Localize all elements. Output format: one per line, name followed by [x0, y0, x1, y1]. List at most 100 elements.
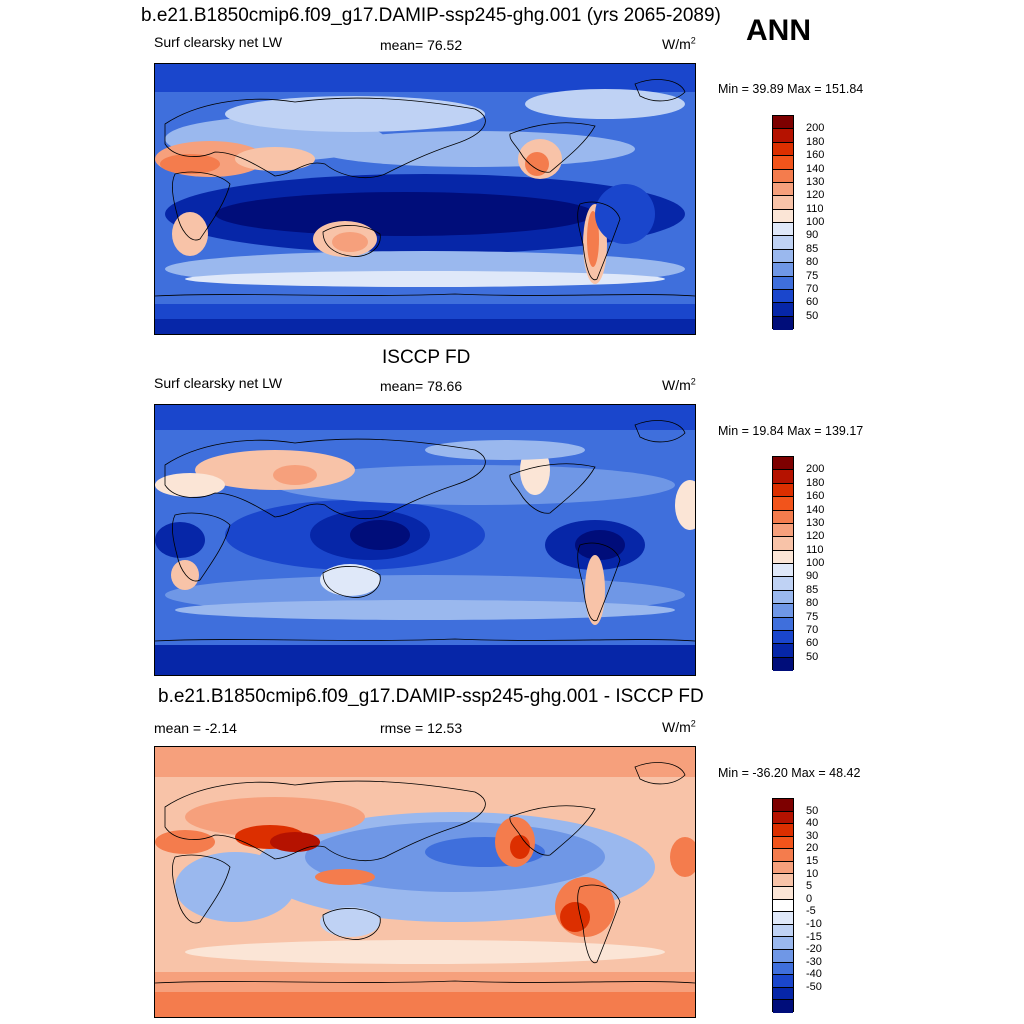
panel2-colorbar — [772, 456, 794, 671]
colorbar-tick-label: 85 — [806, 583, 819, 596]
panel1-colorbar-swatch — [773, 303, 793, 317]
panel3-rmse-label: rmse = 12.53 — [380, 720, 463, 736]
panel1-map — [154, 63, 696, 335]
colorbar-tick-label: -50 — [806, 980, 822, 993]
panel1-variable-label: Surf clearsky net LW — [154, 34, 283, 50]
panel3-colorbar-swatch — [773, 836, 793, 850]
colorbar-tick-label: 70 — [806, 282, 819, 295]
panel3-colorbar — [772, 798, 794, 1013]
colorbar-tick-label: 80 — [806, 256, 819, 269]
colorbar-tick-label: 120 — [806, 189, 825, 202]
panel3-colorbar-swatch — [773, 887, 793, 900]
colorbar-tick-label: 200 — [806, 463, 825, 476]
colorbar-tick-label: 80 — [806, 597, 819, 610]
colorbar-tick-label: -30 — [806, 955, 822, 968]
colorbar-tick-label: 100 — [806, 557, 825, 569]
colorbar-tick-label: 20 — [806, 842, 819, 855]
panel3-colorbar-swatch — [773, 1000, 793, 1013]
panel1-colorbar-swatch — [773, 236, 793, 250]
colorbar-tick-label: 50 — [806, 804, 819, 817]
panel1-colorbar-swatch — [773, 129, 793, 143]
colorbar-tick-label: 40 — [806, 817, 819, 830]
panel3-map — [154, 746, 696, 1018]
panel1-colorbar-swatch — [773, 196, 793, 210]
panel1-minmax: Min = 39.89 Max = 151.84 — [718, 82, 864, 96]
colorbar-tick-label: 160 — [806, 490, 825, 503]
colorbar-tick-label: -5 — [806, 905, 816, 918]
panel1-colorbar — [772, 115, 794, 330]
panel1-colorbar-swatch — [773, 169, 793, 183]
panel2-colorbar-swatch — [773, 510, 793, 524]
panel1-title: b.e21.B1850cmip6.f09_g17.DAMIP-ssp245-gh… — [141, 5, 721, 26]
panel1-mean-label: mean= 76.52 — [380, 37, 463, 53]
colorbar-tick-label: 180 — [806, 476, 825, 489]
colorbar-tick-label: 60 — [806, 296, 819, 309]
colorbar-tick-label: -10 — [806, 917, 822, 930]
colorbar-tick-label: 5 — [806, 880, 813, 893]
season-label: ANN — [746, 14, 811, 47]
panel2-colorbar-swatch — [773, 470, 793, 484]
panel2-variable-label: Surf clearsky net LW — [154, 375, 283, 391]
panel1-colorbar-swatch — [773, 142, 793, 157]
panel3-colorbar-swatch — [773, 824, 793, 837]
colorbar-tick-label: 100 — [806, 216, 825, 228]
colorbar-tick-label: 75 — [806, 269, 819, 282]
panel3-units: W/m2 — [662, 718, 696, 735]
panel3-colorbar-swatch — [773, 912, 793, 925]
colorbar-tick-label: 85 — [806, 242, 819, 255]
panel1-colorbar-swatch — [773, 263, 793, 277]
panel2-colorbar-swatch — [773, 590, 793, 605]
panel3-colorbar-swatch — [773, 975, 793, 988]
panel2-colorbar-swatch — [773, 644, 793, 658]
panel1-colorbar-swatch — [773, 223, 793, 237]
panel2-colorbar-swatch — [773, 457, 793, 471]
panel3-colorbar-swatch — [773, 937, 793, 950]
colorbar-tick-label: 110 — [806, 543, 824, 556]
panel2-map — [154, 404, 696, 676]
colorbar-tick-label: 160 — [806, 149, 825, 162]
colorbar-tick-label: 50 — [806, 650, 819, 663]
panel2-mean-label: mean= 78.66 — [380, 378, 463, 394]
colorbar-tick-label: 140 — [806, 162, 825, 175]
colorbar-tick-label: 70 — [806, 623, 819, 636]
panel3-title: b.e21.B1850cmip6.f09_g17.DAMIP-ssp245-gh… — [158, 686, 704, 707]
panel2-colorbar-swatch — [773, 630, 793, 645]
colorbar-tick-label: 130 — [806, 175, 825, 188]
colorbar-tick-label: 140 — [806, 503, 825, 516]
colorbar-tick-label: 90 — [806, 229, 819, 242]
panel2-units: W/m2 — [662, 376, 696, 393]
panel3-colorbar-swatch — [773, 949, 793, 963]
colorbar-tick-label: 110 — [806, 202, 824, 215]
panel2-colorbar-swatch — [773, 497, 793, 511]
panel3-colorbar-swatch — [773, 799, 793, 812]
panel2-colorbar-swatch — [773, 657, 793, 671]
panel1-colorbar-swatch — [773, 276, 793, 290]
panel2-colorbar-swatch — [773, 577, 793, 591]
colorbar-tick-label: 75 — [806, 610, 819, 623]
panel1-colorbar-swatch — [773, 156, 793, 170]
panel2-colorbar-swatch — [773, 617, 793, 631]
panel3-colorbar-swatch — [773, 874, 793, 888]
colorbar-tick-label: 180 — [806, 135, 825, 148]
panel3-colorbar-swatch — [773, 849, 793, 862]
panel2-colorbar-swatch — [773, 604, 793, 618]
panel2-colorbar-swatch — [773, 550, 793, 564]
panel3-colorbar-swatch — [773, 924, 793, 938]
colorbar-tick-label: 0 — [806, 892, 813, 905]
colorbar-tick-label: 30 — [806, 829, 819, 842]
panel1-colorbar-swatch — [773, 182, 793, 197]
panel1-colorbar-swatch — [773, 249, 793, 264]
panel3-colorbar-swatch — [773, 811, 793, 825]
colorbar-tick-label: 130 — [806, 516, 825, 529]
colorbar-tick-label: -40 — [806, 968, 822, 981]
colorbar-tick-label: 10 — [806, 867, 819, 880]
colorbar-tick-label: -20 — [806, 943, 822, 956]
panel3-minmax: Min = -36.20 Max = 48.42 — [718, 766, 861, 780]
panel1-colorbar-swatch — [773, 116, 793, 130]
panel2-colorbar-swatch — [773, 564, 793, 578]
colorbar-tick-label: 50 — [806, 309, 819, 322]
colorbar-tick-label: 60 — [806, 637, 819, 650]
panel2-colorbar-swatch — [773, 483, 793, 498]
panel2-minmax: Min = 19.84 Max = 139.17 — [718, 424, 864, 438]
panel3-colorbar-swatch — [773, 861, 793, 875]
